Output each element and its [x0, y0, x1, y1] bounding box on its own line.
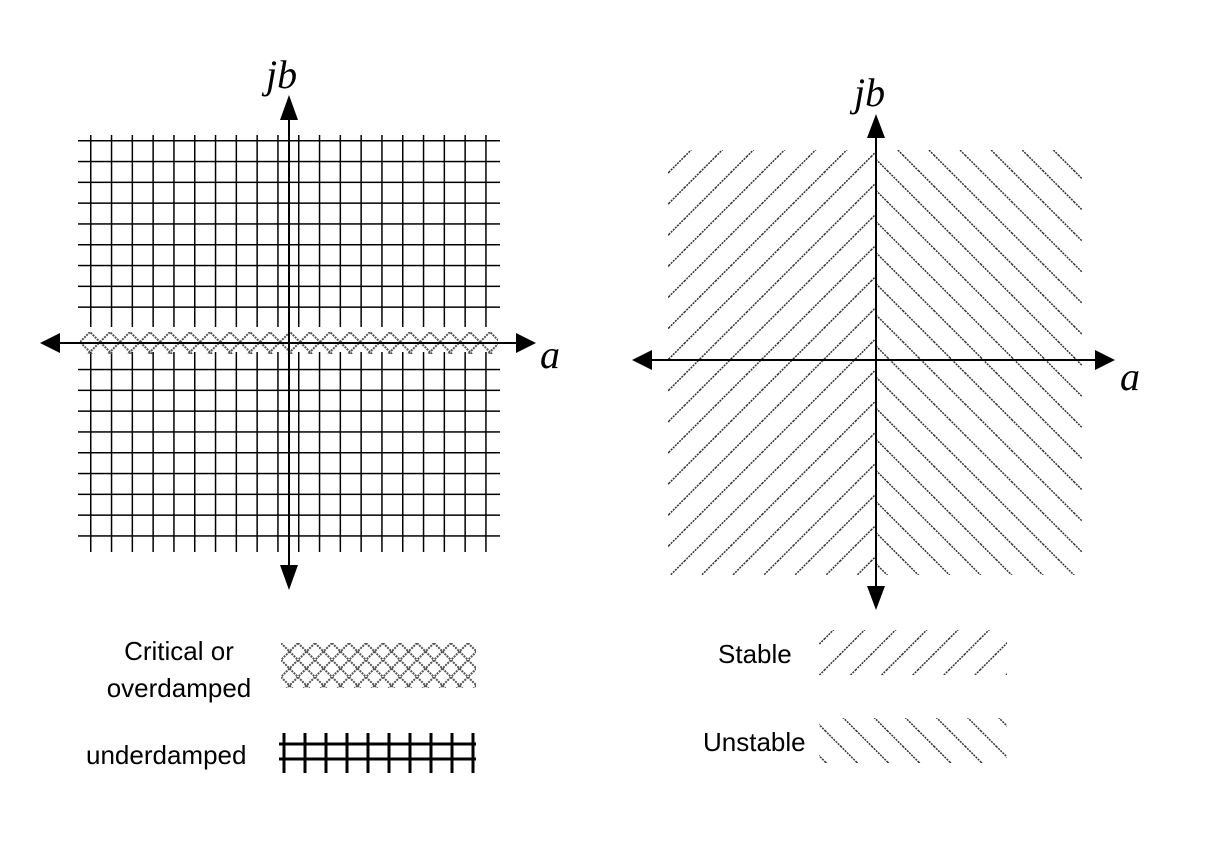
legend-stable-label: Stable — [718, 639, 792, 669]
right-legend: Stable Unstable — [703, 630, 1007, 763]
real-axis-arrow-left — [40, 333, 60, 353]
left-imag-axis-label: jb — [261, 52, 297, 97]
legend-critical-label-line1: Critical or — [124, 636, 234, 666]
right-s-plane: jb a — [632, 70, 1140, 610]
left-legend: Critical or overdamped underdamped — [86, 636, 476, 773]
unstable-region — [876, 150, 1082, 575]
legend-underdamped-label: underdamped — [86, 740, 246, 770]
stable-region — [668, 150, 876, 575]
left-real-axis-label: a — [540, 332, 560, 377]
legend-unstable-label: Unstable — [703, 727, 806, 757]
imaginary-axis-arrow-down — [280, 565, 298, 590]
legend-unstable-swatch — [819, 718, 1007, 763]
right-real-axis-label: a — [1120, 354, 1140, 399]
left-s-plane: jb a — [40, 52, 560, 590]
real-axis-arrow-right — [516, 333, 536, 353]
real-axis-arrow-left — [632, 350, 652, 370]
right-imag-axis-label: jb — [849, 70, 885, 115]
imaginary-axis-arrow-up — [280, 95, 298, 120]
legend-critical-swatch — [281, 643, 476, 688]
real-axis-arrow-right — [1095, 350, 1115, 370]
imaginary-axis-arrow-up — [867, 114, 885, 138]
legend-stable-swatch — [819, 630, 1007, 675]
legend-critical-label-line2: overdamped — [107, 673, 252, 703]
legend-underdamped-swatch — [279, 733, 476, 773]
imaginary-axis-arrow-down — [867, 586, 885, 610]
